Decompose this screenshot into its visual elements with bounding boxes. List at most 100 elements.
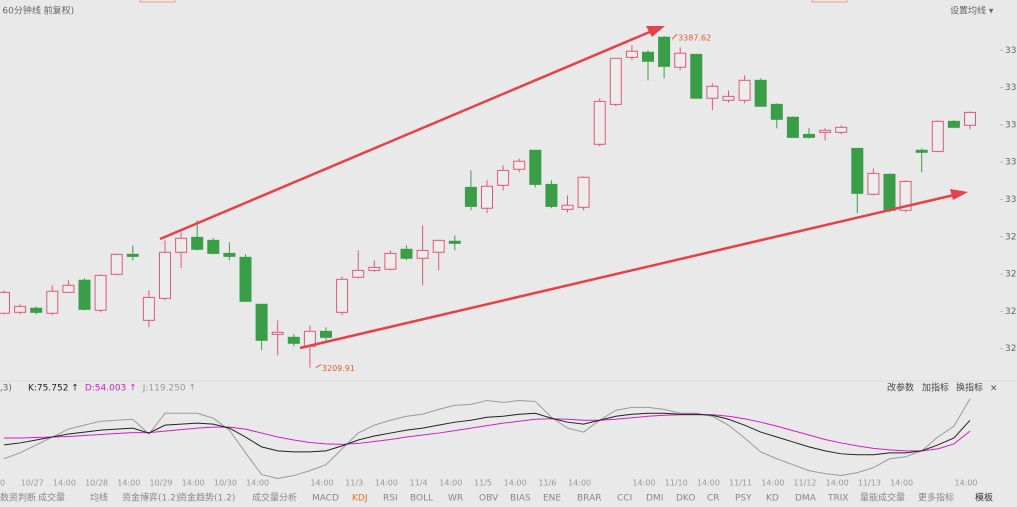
x-tick-label: 10/29 [149,479,172,488]
candle-body [175,237,188,253]
candle-body [835,126,848,133]
candle-body [513,160,526,170]
candle-body [271,331,284,335]
toolbar-box [139,0,176,3]
candle-body [609,57,622,105]
arrow-head [950,189,968,200]
candle-body [287,336,300,344]
x-tick-label: 14:00 [310,479,333,488]
candle-body [400,248,413,259]
x-tick-label: 14:00 [697,479,720,488]
indicator-tab[interactable]: ENE [543,494,561,504]
candle-body [642,51,654,62]
indicator-tab[interactable]: 均线 [90,492,108,504]
panel-tool[interactable]: 加指标 [922,382,949,394]
candle-body [770,103,783,120]
indicator-tab[interactable]: DMI [646,494,663,504]
candle-body [239,256,252,302]
x-tick-label: 14:00 [53,479,76,488]
candle-body [754,79,767,107]
candle-body [464,186,477,207]
indicator-tab[interactable]: BIAS [510,494,531,504]
indicator-tab[interactable]: 数资判断 [0,492,36,504]
indicator-tab[interactable]: 资金博弈(1.2) [122,492,179,504]
trend-line [299,193,955,350]
candle-body [545,183,558,207]
panel-tool[interactable]: 换指标 [956,382,983,394]
candle-body [899,180,912,211]
indicator-tab[interactable]: KD [766,494,779,504]
y-tick-label: 326 [1005,270,1017,280]
candle-body [803,133,815,138]
ma-setting[interactable]: 设置均线 ▾ [950,5,994,17]
x-tick-label: 14:00 [890,479,913,488]
candle-body [384,252,397,270]
candle-body [915,149,928,153]
candle-body [255,303,268,341]
indicator-tab[interactable]: OBV [479,494,499,504]
x-tick-label: 00 [0,479,5,488]
trend-arrows [159,26,968,350]
indicator-tab[interactable]: BRAR [577,494,601,504]
indicator-tab[interactable]: DMA [795,494,817,504]
candle-body [78,279,91,310]
candle-body [819,129,832,133]
indicator-tab[interactable]: 资金趋势(1.2) [178,492,235,504]
x-tick-label: 14:00 [246,479,269,488]
trend-line [159,29,653,241]
candle-body [706,85,719,99]
y-tick-label: 336 [1005,83,1017,93]
candle-body [947,120,960,128]
candle-body [62,284,75,293]
legend-entry: J:119.250 ↑ [142,384,196,394]
y-tick-label: 330 [1005,195,1017,205]
x-tick-label: 10/30 [214,479,237,488]
x-tick-label: 14:00 [504,479,527,488]
legend-entry: D:54.003 ↑ [85,384,137,394]
indicator-tab[interactable]: PSY [735,494,752,504]
indicator-tab[interactable]: RSI [383,494,398,504]
candle-body [577,176,590,208]
candle-body [529,149,542,185]
candle-body [352,269,365,278]
candle-body [191,236,204,250]
high-annotation: 3387.62 [678,34,711,43]
candle-body [159,251,171,299]
y-tick-label: 328 [1005,232,1017,242]
candle-body [561,204,574,210]
indicator-tab[interactable]: CCI [617,494,632,504]
indicator-tab[interactable]: DKO [676,494,695,504]
candle-body [368,266,381,271]
candle-body [738,79,751,101]
candle-body [481,185,493,209]
indicator-tab[interactable]: TRIX [827,494,849,504]
x-tick-label: 10/27 [21,479,44,488]
indicator-tab[interactable]: WR [448,494,463,504]
candle-body [207,239,220,254]
indicator-tab[interactable]: MACD [312,494,339,504]
indicator-tab[interactable]: 成交量 [38,492,65,504]
panel-tool[interactable]: 改参数 [887,382,914,394]
x-tick-label: 14:00 [632,479,655,488]
indicator-tab[interactable]: 量能成交量 [860,492,905,504]
indicator-tab[interactable]: 成交量分析 [252,492,297,504]
indicator-tab[interactable]: 模板 [975,492,993,504]
panel-tool[interactable]: × [990,384,998,394]
candle-body [658,36,671,67]
x-tick-label: 14:00 [182,479,205,488]
y-tick-label: 322 [1005,344,1017,354]
indicator-tab[interactable]: 更多指标 [918,492,954,504]
candle-body [320,330,332,338]
indicator-tab[interactable]: KDJ [352,494,368,504]
x-tick-label: 11/6 [538,479,556,488]
candle-body [126,253,139,257]
x-tick-label: 10/28 [85,479,108,488]
candle-body [46,290,59,314]
indicator-tab[interactable]: BOLL [410,494,433,504]
toolbar-box [811,0,848,3]
x-tick-label: 11/5 [474,479,492,488]
indicator-tab[interactable]: CR [707,494,720,504]
x-tick-label: 14:00 [568,479,591,488]
x-tick-label: 14:00 [439,479,462,488]
kdj-line [3,398,971,480]
